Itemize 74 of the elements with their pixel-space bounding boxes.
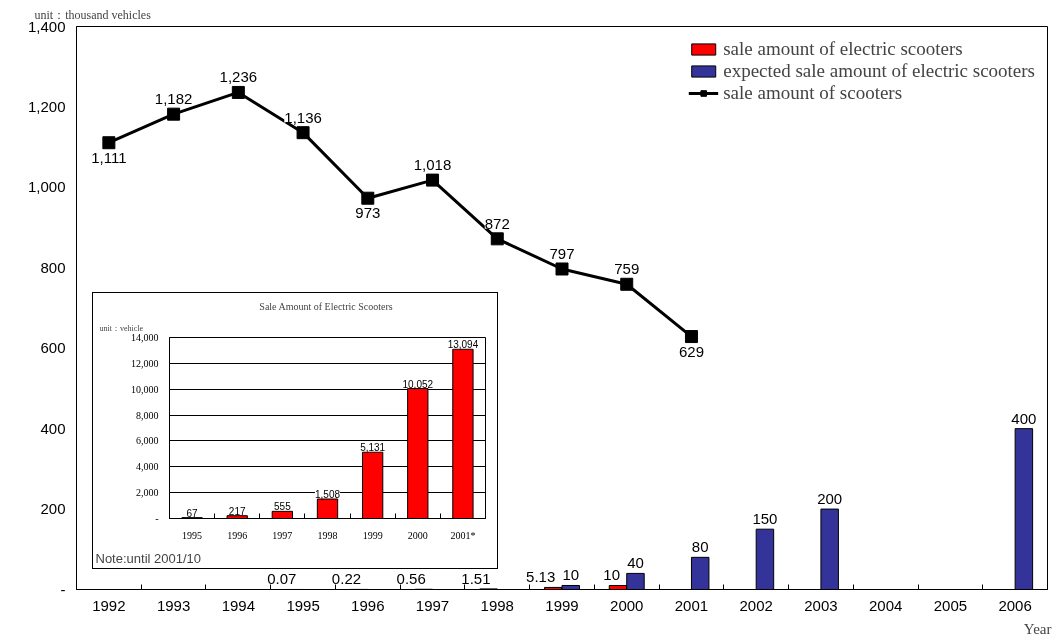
y-tick-label: 600 (40, 339, 66, 357)
x-tick-label: 1994 (221, 596, 256, 614)
y-tick-label: 4,000 (136, 461, 159, 473)
y-tick-label: 1,200 (27, 97, 66, 115)
data-label: 1,182 (154, 90, 193, 108)
data-label: 1,111 (91, 148, 127, 166)
x-tick-label: 2005 (933, 596, 968, 614)
data-label: 797 (549, 244, 575, 262)
data-label: 10,052 (402, 378, 434, 390)
y-tick-label: 1,000 (27, 178, 66, 196)
data-label: 150 (752, 510, 778, 528)
data-label: 10 (562, 566, 580, 584)
data-label: 13,094 (447, 339, 479, 351)
x-tick-label: 2000 (610, 596, 644, 614)
y-tick-label: 10,000 (131, 383, 159, 395)
x-tick-label: 1996 (351, 596, 385, 614)
data-label: 1,236 (219, 68, 258, 86)
x-tick-label: 1999 (545, 596, 579, 614)
x-tick-label: 1995 (182, 529, 203, 541)
y-tick-label: 2,000 (136, 487, 159, 499)
chart-title: Sale Amount of Electric Scooters (259, 300, 393, 312)
data-label: 555 (274, 501, 292, 513)
x-tick-label: 1997 (272, 529, 293, 541)
y-tick-label: 800 (40, 258, 66, 276)
data-label: 80 (691, 538, 709, 556)
y-tick-label: 12,000 (131, 357, 159, 369)
y-tick-label: 14,000 (131, 332, 159, 343)
data-label: 10 (603, 566, 620, 584)
x-tick-label: 2001* (450, 529, 476, 541)
legend-label: sale amount of electric scooters (723, 38, 963, 60)
data-label: 1.51 (461, 569, 491, 587)
data-label: 200 (817, 490, 843, 508)
data-label: 1,508 (314, 489, 341, 500)
data-label: 872 (484, 214, 510, 232)
data-label: 40 (627, 554, 644, 572)
y-tick-label: 400 (40, 419, 66, 437)
data-label: 400 (1011, 409, 1037, 427)
y-tick-label: - (60, 580, 66, 598)
x-tick-label: 2004 (868, 596, 903, 614)
legend-label: sale amount of scooters (723, 82, 903, 104)
x-tick-label: 1998 (317, 529, 338, 541)
data-label: 759 (614, 260, 640, 278)
y-tick-label: 6,000 (136, 435, 159, 447)
data-label: 629 (678, 342, 704, 360)
data-label: 0.07 (267, 570, 297, 588)
data-label: 0.56 (396, 570, 426, 588)
x-tick-label: 2000 (407, 529, 428, 541)
x-tick-label: 1998 (480, 596, 514, 614)
data-label: 973 (355, 204, 381, 222)
x-axis-title: Year (1023, 620, 1052, 637)
x-tick-label: 1995 (286, 596, 320, 614)
data-label: 0.22 (331, 570, 362, 588)
y-axis-title: unit：vehicle (99, 323, 144, 333)
annotation: Note:until 2001/10 (95, 550, 202, 566)
x-tick-label: 1996 (227, 529, 248, 541)
x-tick-label: 2002 (739, 596, 773, 614)
x-tick-label: 1999 (362, 529, 383, 541)
data-label: 5,131 (360, 442, 386, 454)
data-label: 5.13 (526, 568, 556, 586)
x-tick-label: 1997 (415, 596, 450, 614)
x-tick-label: 2001 (674, 596, 709, 614)
y-tick-label: 8,000 (136, 409, 159, 421)
data-label: 217 (228, 505, 246, 517)
legend-label: expected sale amount of electric scooters (723, 60, 1035, 82)
x-tick-label: 1993 (156, 596, 191, 614)
y-tick-label: - (155, 513, 159, 524)
y-axis-title: unit：thousand vehicles (34, 7, 152, 22)
x-tick-label: 1992 (92, 596, 126, 614)
data-label: 1,136 (284, 108, 322, 126)
data-label: 67 (186, 507, 199, 519)
y-tick-label: 200 (40, 500, 66, 518)
x-tick-label: 2006 (998, 596, 1032, 614)
x-tick-label: 2003 (804, 596, 838, 614)
data-label: 1,018 (413, 156, 452, 174)
